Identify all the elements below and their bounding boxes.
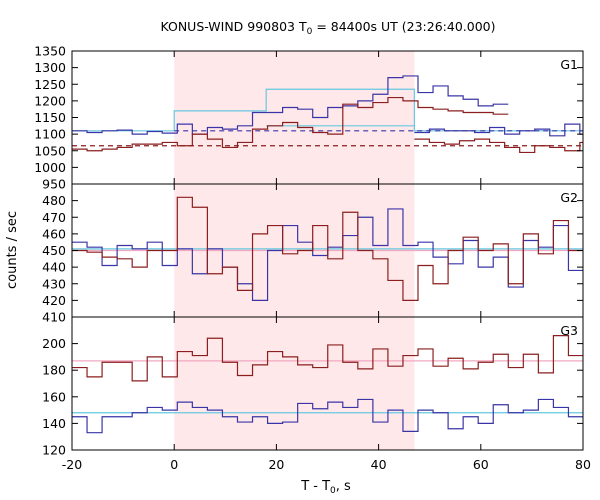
chart-title-subscript: 0 xyxy=(307,27,313,37)
y-tick-label: 1100 xyxy=(34,127,66,142)
panel-traces xyxy=(72,75,583,154)
x-tick-label: 40 xyxy=(371,457,387,472)
y-tick-label: 1350 xyxy=(34,44,66,59)
plot-area: 95010001050110011501200125013001350G1410… xyxy=(34,44,591,473)
x-axis-title-suffix: , s xyxy=(336,479,351,494)
y-tick-label: 180 xyxy=(42,363,66,378)
model-line-cyan-0 xyxy=(72,88,583,132)
x-tick-label: 80 xyxy=(575,457,591,472)
x-axis-title-main: T - T xyxy=(300,479,330,494)
y-tick-label: 200 xyxy=(42,336,66,351)
y-tick-label: 950 xyxy=(42,177,66,192)
x-tick-label: 20 xyxy=(268,457,284,472)
y-tick-label: 450 xyxy=(42,243,66,258)
x-axis-title-subscript: 0 xyxy=(330,486,336,496)
y-tick-label: 160 xyxy=(42,389,66,404)
series-blue-0 xyxy=(72,208,583,301)
series-blue-0 xyxy=(72,398,583,434)
panel-g3: 120 140 160 180 200 G3 xyxy=(42,316,584,458)
panel-label: G3 xyxy=(560,323,578,338)
series-red-1 xyxy=(72,196,583,301)
panel-label: G1 xyxy=(560,57,578,72)
y-axis-title: counts / sec xyxy=(5,211,20,289)
y-tick-label: 1250 xyxy=(34,77,66,92)
y-tick-label: 420 xyxy=(42,293,66,308)
y-tick-label: 120 xyxy=(42,443,66,458)
panel-frame xyxy=(71,316,584,451)
x-axis-title: T - T0, s xyxy=(300,479,351,496)
y-tick-label: 410 xyxy=(42,310,66,325)
y-tick-label: 460 xyxy=(42,226,66,241)
y-tick-label: 1050 xyxy=(34,143,66,158)
series-red-3 xyxy=(414,138,583,154)
series-red-1 xyxy=(72,96,509,152)
series-blue-2 xyxy=(414,123,583,137)
y-tick-label: 470 xyxy=(42,210,66,225)
series-red-1 xyxy=(72,335,583,382)
x-tick-label: 60 xyxy=(473,457,489,472)
chart-title-prefix: KONUS-WIND 990803 T xyxy=(160,19,306,34)
y-tick-label: 430 xyxy=(42,276,66,291)
y-tick-label: 440 xyxy=(42,260,66,275)
y-tick-label: 1000 xyxy=(34,160,66,175)
chart-title: KONUS-WIND 990803 T0 = 84400s UT (23:26:… xyxy=(160,19,495,37)
panel-label: G2 xyxy=(560,190,578,205)
y-tick-label: 140 xyxy=(42,416,66,431)
x-tick-label: -20 xyxy=(62,457,82,472)
panel-traces xyxy=(72,196,583,301)
x-tick-label: 0 xyxy=(170,457,178,472)
y-tick-label: 1200 xyxy=(34,93,66,108)
y-tick-label: 1150 xyxy=(34,110,66,125)
chart-title-suffix: = 84400s UT (23:26:40.000) xyxy=(312,19,495,34)
y-tick-label: 1300 xyxy=(34,60,66,75)
panel-traces xyxy=(72,335,583,434)
series-blue-0 xyxy=(72,75,509,135)
y-tick-label: 480 xyxy=(42,193,66,208)
